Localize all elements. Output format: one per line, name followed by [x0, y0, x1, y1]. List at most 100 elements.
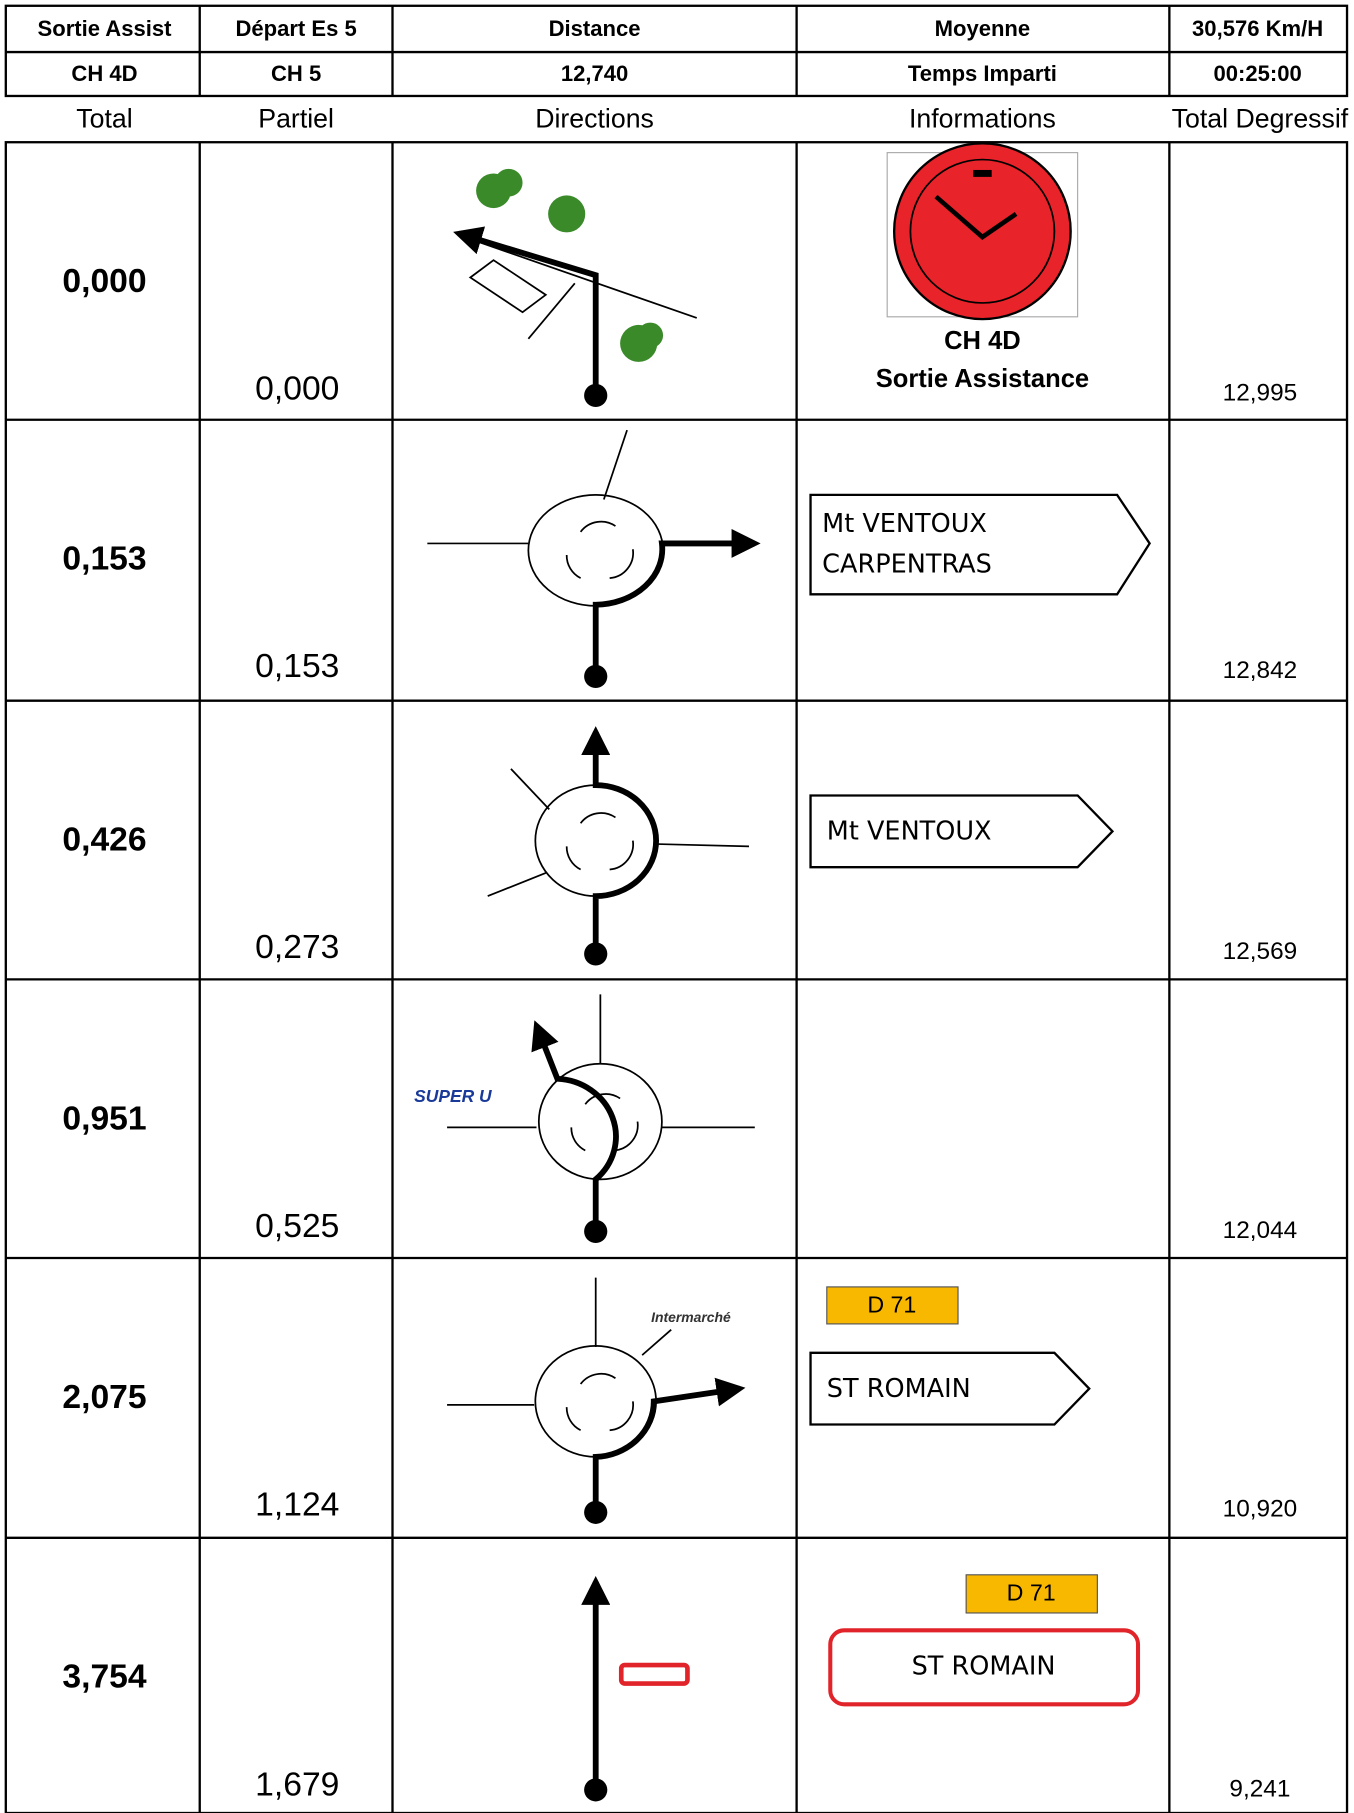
- direction-diagram-part: [565, 812, 634, 871]
- column-labels: Total Partiel Directions Informations To…: [76, 103, 1349, 133]
- direction-diagram-part: [641, 1329, 672, 1356]
- direction-diagram-part: [592, 528, 761, 677]
- header-row-part: Temps Imparti: [908, 61, 1057, 86]
- body-grid-part: [4, 141, 1349, 1813]
- total-distance: 2,075: [62, 1379, 146, 1416]
- header-row-part: Départ Es 5: [235, 16, 356, 41]
- direction-diagram-part-part: [637, 322, 664, 349]
- remaining-distance: 12,995: [1223, 380, 1298, 407]
- partial-distance: 1,124: [255, 1487, 339, 1524]
- header-row-part: 12,740: [561, 61, 628, 86]
- direction-diagram-part: [584, 664, 608, 688]
- direction-diagram: [581, 1575, 690, 1802]
- town-sign: [828, 1628, 1141, 1707]
- direction-diagram: [427, 429, 761, 688]
- total-distance: 0,951: [62, 1100, 146, 1137]
- header-row-part: 00:25:00: [1213, 61, 1301, 86]
- header-row-part: Sortie Assist: [38, 16, 173, 41]
- total-distance: 0,426: [62, 822, 146, 859]
- header-row: Sortie Assist Départ Es 5 Distance Moyen…: [38, 16, 1324, 86]
- direction-sign: [809, 493, 1152, 596]
- remaining-distance: 9,241: [1229, 1775, 1290, 1802]
- clock-icon: [886, 142, 1079, 321]
- column-labels-part: Total Degressif: [1172, 103, 1349, 133]
- header-row-part: CH 5: [271, 61, 321, 86]
- direction-diagram-part: [584, 1500, 608, 1524]
- direction-diagram-part: [510, 768, 550, 810]
- partial-distance: 1,679: [255, 1766, 339, 1803]
- direction-sign: [809, 1351, 1091, 1426]
- column-labels-part: Total: [76, 103, 132, 133]
- direction-diagram-part: [584, 1778, 608, 1802]
- direction-diagram-part: [537, 1062, 663, 1181]
- direction-diagram-part: [657, 843, 750, 848]
- column-labels-part: Partiel: [258, 103, 334, 133]
- direction-diagram-part: [565, 520, 634, 579]
- sign-text: ST ROMAIN: [912, 1651, 1056, 1681]
- remaining-distance: 12,044: [1223, 1217, 1298, 1244]
- partial-distance: 0,273: [255, 929, 339, 966]
- direction-diagram: [447, 1277, 746, 1524]
- direction-diagram-part-part: [494, 168, 523, 197]
- remaining-distance: 12,842: [1223, 657, 1298, 684]
- direction-diagram-part: [476, 168, 664, 362]
- body-grid: [4, 141, 1349, 1813]
- direction-diagram-part: [487, 872, 547, 897]
- direction-sign: [809, 794, 1115, 869]
- store-logo-part: SUPER U: [414, 1086, 492, 1106]
- direction-diagram: [453, 168, 698, 407]
- direction-diagram-part: [531, 1020, 619, 1232]
- store-logo: SUPER U: [400, 1083, 508, 1109]
- clock-icon-part: [973, 169, 992, 177]
- direction-diagram-part: [603, 429, 628, 500]
- clock-icon-part: [934, 194, 1018, 240]
- column-labels-part: Informations: [909, 103, 1056, 133]
- direction-diagram-part: [584, 1219, 608, 1243]
- info-text: Sortie Assistance: [876, 365, 1089, 393]
- column-labels-part: Directions: [535, 103, 654, 133]
- partial-distance: 0,525: [255, 1208, 339, 1245]
- partial-distance: 0,000: [255, 371, 339, 408]
- direction-diagram-part: [584, 942, 608, 966]
- store-logo-part: [400, 1083, 508, 1109]
- row-numbers: 0,000 0,000 12,995 0,153 0,153 12,842 0,426 0,2…: [62, 263, 1297, 1803]
- direction-diagram-part-part: [548, 195, 586, 233]
- sign-text: Mt VENTOUX: [822, 509, 987, 539]
- header-row-part: Moyenne: [935, 16, 1031, 41]
- total-distance: 0,153: [62, 541, 146, 578]
- remaining-distance: 12,569: [1223, 938, 1298, 965]
- direction-diagram: [447, 994, 755, 1243]
- partial-distance: 0,153: [255, 648, 339, 685]
- info-text: CH 4D: [944, 327, 1021, 355]
- header-row-part: 30,576 Km/H: [1192, 16, 1323, 41]
- direction-diagram-part: [468, 259, 548, 314]
- sign-text: ST ROMAIN: [827, 1374, 971, 1404]
- remaining-distance: 10,920: [1223, 1496, 1298, 1523]
- sign-text: Mt VENTOUX: [827, 817, 992, 847]
- direction-diagram-part: [565, 1372, 634, 1432]
- header-row-part: CH 4D: [71, 61, 137, 86]
- direction-diagram-part: [453, 226, 599, 396]
- total-distance: 3,754: [62, 1659, 147, 1696]
- total-distance: 0,000: [62, 263, 146, 300]
- road-number: D 71: [1007, 1580, 1056, 1606]
- store-logo: Intermarché: [651, 1309, 731, 1325]
- direction-diagram-part: [581, 726, 659, 954]
- road-badge: [965, 1574, 1098, 1614]
- direction-diagram-part: [618, 1662, 690, 1686]
- direction-diagram-part: [527, 282, 576, 340]
- road-number: D 71: [867, 1292, 916, 1318]
- clock-icon-part: [892, 142, 1072, 321]
- direction-diagram-part: [570, 1093, 639, 1152]
- road-badge: [826, 1286, 959, 1325]
- direction-diagram-part: [584, 383, 608, 407]
- clock-icon-part: [909, 158, 1056, 304]
- header-row-part: Distance: [549, 16, 641, 41]
- direction-diagram: [487, 726, 750, 966]
- sign-text: CARPENTRAS: [822, 549, 992, 579]
- header-grid: [4, 4, 1349, 98]
- direction-diagram-part: [592, 1377, 746, 1513]
- direction-diagram-part: [464, 236, 698, 319]
